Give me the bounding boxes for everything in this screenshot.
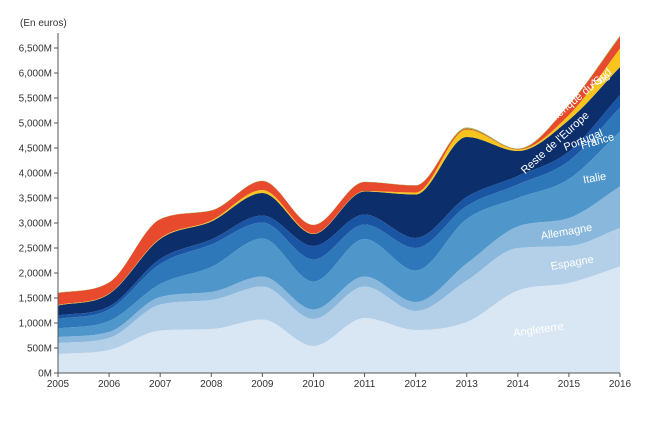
series-label-italie: Italie <box>582 171 607 187</box>
y-axis: 0M 500M 1,000M 1,500M 2,000M 2,500M 3,000M 3,50… <box>19 33 59 380</box>
area-italie[interactable] <box>58 131 620 338</box>
y-tick-label: 5,500M <box>19 94 52 105</box>
y-tick-label: 0M <box>38 369 52 380</box>
series-labels: AngleterreEspagneAllemagneItalieFrancePo… <box>513 66 616 339</box>
x-tick-label: 2005 <box>47 379 70 390</box>
x-tick-label: 2012 <box>405 379 428 390</box>
area-angleterre[interactable] <box>58 266 620 374</box>
y-tick-label: 2,500M <box>19 244 52 255</box>
x-tick-label: 2011 <box>354 379 376 390</box>
y-tick-label: 3,500M <box>19 194 52 205</box>
x-tick-label: 2010 <box>302 379 325 390</box>
x-tick-label: 2008 <box>200 379 223 390</box>
x-tick-label: 2013 <box>456 379 479 390</box>
area-france[interactable] <box>58 107 620 329</box>
area-reste-de-l-europe[interactable] <box>58 67 620 316</box>
y-tick-label: 1,500M <box>19 294 52 305</box>
y-tick-label: 6,000M <box>19 69 52 80</box>
x-tick-label: 2016 <box>609 379 632 390</box>
y-tick-label: 3,000M <box>19 219 52 230</box>
y-tick-label: 2,000M <box>19 269 52 280</box>
y-tick-label: 1,000M <box>19 319 52 330</box>
area-espagne[interactable] <box>58 228 620 354</box>
y-tick-label: 6,500M <box>19 44 52 55</box>
x-tick-label: 2009 <box>251 379 274 390</box>
x-tick-label: 2007 <box>149 379 172 390</box>
y-tick-label: 5,000M <box>19 119 52 130</box>
x-axis: 2005 2006 2007 2008 2009 2010 2011 2012 2013 2014… <box>47 372 632 390</box>
x-tick-label: 2014 <box>507 379 530 390</box>
x-tick-label: 2015 <box>558 379 581 390</box>
x-tick-label: 2006 <box>98 379 121 390</box>
unit-label: (En euros) <box>20 18 67 29</box>
series-areas <box>58 35 620 374</box>
y-tick-label: 4,500M <box>19 144 52 155</box>
y-tick-label: 500M <box>27 344 52 355</box>
y-tick-label: 4,000M <box>19 169 52 180</box>
